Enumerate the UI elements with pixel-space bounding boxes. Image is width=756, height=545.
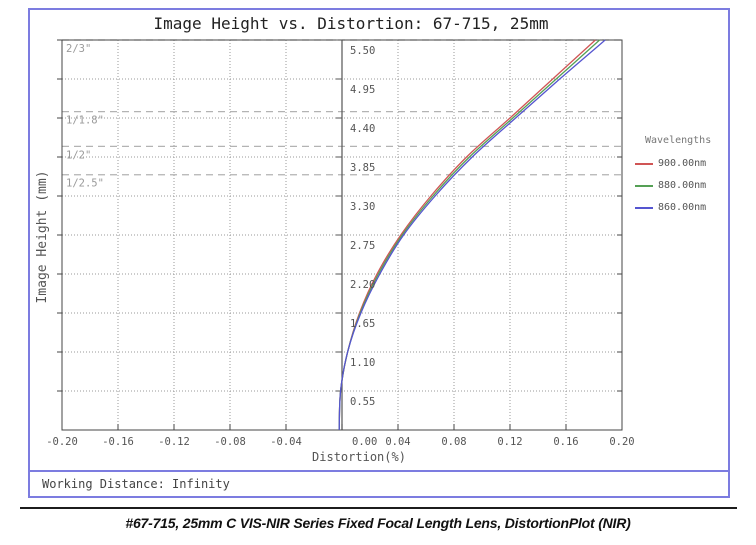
legend-title: Wavelengths [645, 135, 712, 146]
chart-title: Image Height vs. Distortion: 67-715, 25m… [153, 14, 549, 33]
y-tick-label: 5.50 [350, 45, 375, 57]
x-tick-label: -0.16 [102, 436, 134, 448]
y-tick-label: 1.10 [350, 357, 375, 369]
working-distance-bar: Working Distance: Infinity [30, 470, 728, 496]
x-axis-title: Distortion(%) [312, 450, 406, 464]
x-tick-label: 0.04 [385, 436, 410, 448]
legend-swatch-icon [635, 184, 653, 187]
figure-caption: #67-715, 25mm C VIS-NIR Series Fixed Foc… [125, 515, 631, 531]
legend-label: 860.00nm [658, 202, 707, 213]
distortion-curves [338, 39, 606, 431]
y-tick-labels: 0.55 1.10 1.65 2.20 2.75 3.30 3.85 4.40 4.95 5.50 [350, 45, 375, 408]
x-tick-label: -0.08 [214, 436, 246, 448]
x-tick-labels: -0.20 -0.16 -0.12 -0.08 -0.04 0.00 0.04 0.08 0.1… [46, 436, 634, 448]
legend-swatch-icon [635, 162, 653, 165]
y-tick-label: 3.30 [350, 201, 375, 213]
y-tick-label: 4.95 [350, 84, 375, 96]
axis-ticks [57, 39, 623, 430]
curve-860.00nm [338, 39, 606, 431]
y-tick-label: 3.85 [350, 162, 375, 174]
x-tick-label: -0.20 [46, 436, 78, 448]
legend-label: 900.00nm [658, 158, 707, 169]
sensor-format-label: 1/2.5" [66, 178, 104, 190]
legend: Wavelengths 900.00nm 880.00nm 860.00nm [635, 135, 711, 224]
legend-entry: 860.00nm [635, 202, 711, 213]
x-tick-label: 0.08 [441, 436, 466, 448]
y-tick-label: 2.75 [350, 240, 375, 252]
y-tick-label: 2.20 [350, 279, 375, 291]
legend-label: 880.00nm [658, 180, 707, 191]
y-tick-label: 1.65 [350, 318, 375, 330]
x-tick-label: 0.20 [609, 436, 634, 448]
caption-divider [20, 507, 737, 509]
working-distance-label: Working Distance: Infinity [42, 477, 230, 491]
sensor-format-label: 1/1.8" [66, 115, 104, 127]
x-tick-label: 0.12 [497, 436, 522, 448]
legend-entry: 880.00nm [635, 180, 711, 191]
y-tick-label: 0.55 [350, 396, 375, 408]
distortion-figure: Image Height vs. Distortion: 67-715, 25m… [28, 8, 730, 498]
zero-axis [336, 39, 343, 430]
legend-swatch-icon [635, 206, 653, 209]
x-tick-label: -0.04 [270, 436, 302, 448]
legend-entry: 900.00nm [635, 158, 711, 169]
sensor-format-label: 1/2" [66, 149, 91, 161]
distortion-chart: 2/3" 1/1.8" 1/2" 1/2.5" -0.20 -0.16 -0.12 -0.08… [35, 39, 635, 464]
x-tick-label: 0.00 [352, 436, 377, 448]
x-tick-label: -0.12 [158, 436, 190, 448]
sensor-format-label: 2/3" [66, 43, 91, 55]
y-axis-title: Image Height (mm) [35, 170, 50, 303]
x-tick-label: 0.16 [553, 436, 578, 448]
y-tick-label: 4.40 [350, 123, 375, 135]
